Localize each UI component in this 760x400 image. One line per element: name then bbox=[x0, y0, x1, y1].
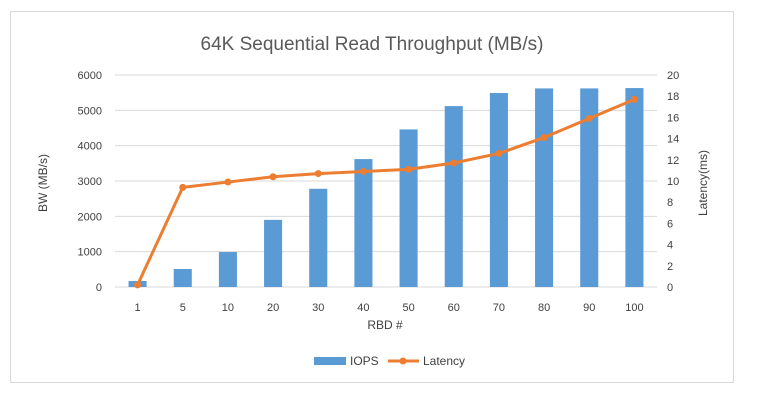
latency-point-80 bbox=[540, 134, 548, 142]
legend-iops-label: IOPS bbox=[350, 354, 379, 368]
y2-tick-label-9: 18 bbox=[667, 91, 679, 103]
latency-point-90 bbox=[585, 114, 593, 122]
right-axis-ticks: 0 2 4 6 8 10 12 14 16 18 20 bbox=[667, 70, 679, 294]
y2-tick-label-10: 20 bbox=[667, 70, 679, 82]
y2-tick-label-4: 8 bbox=[667, 197, 673, 209]
bar-100 bbox=[625, 88, 644, 287]
x-tick-label-11: 100 bbox=[625, 302, 643, 314]
chart-frame: 64K Sequential Read Throughput (MB/s) 0 1… bbox=[10, 11, 734, 383]
bar-5 bbox=[173, 268, 192, 287]
y2-tick-label-3: 6 bbox=[667, 218, 673, 230]
y2-tick-label-2: 4 bbox=[667, 240, 673, 252]
y2-tick-label-5: 10 bbox=[667, 176, 679, 188]
latency-point-10 bbox=[224, 178, 232, 186]
legend-iops-swatch bbox=[314, 357, 346, 365]
x-tick-label-0: 1 bbox=[135, 302, 141, 314]
latency-point-1 bbox=[134, 281, 142, 289]
x-tick-label-10: 90 bbox=[583, 302, 595, 314]
y-tick-label-1: 1000 bbox=[78, 247, 102, 259]
bars-layer bbox=[128, 88, 644, 288]
latency-point-70 bbox=[495, 149, 503, 157]
x-axis-title: RBD # bbox=[367, 318, 403, 332]
y2-tick-label-8: 16 bbox=[667, 112, 679, 124]
y-tick-label-2: 2000 bbox=[78, 211, 102, 223]
y-tick-label-6: 6000 bbox=[78, 70, 102, 82]
x-tick-label-9: 80 bbox=[538, 302, 550, 314]
x-tick-label-2: 10 bbox=[222, 302, 234, 314]
latency-line bbox=[136, 97, 636, 287]
y2-tick-label-6: 12 bbox=[667, 155, 679, 167]
y-tick-label-5: 5000 bbox=[78, 105, 102, 117]
y-tick-label-3: 3000 bbox=[78, 176, 102, 188]
left-axis-ticks: 0 1000 2000 3000 4000 5000 6000 bbox=[78, 70, 102, 294]
y-tick-label-4: 4000 bbox=[78, 141, 102, 153]
latency-point-50 bbox=[405, 165, 413, 173]
bar-90 bbox=[580, 88, 599, 287]
x-tick-label-4: 30 bbox=[312, 302, 324, 314]
bar-50 bbox=[399, 129, 418, 287]
latency-point-5 bbox=[179, 183, 187, 191]
bar-40 bbox=[354, 159, 373, 287]
chart-title: 64K Sequential Read Throughput (MB/s) bbox=[201, 34, 544, 55]
y2-tick-label-1: 2 bbox=[667, 261, 673, 273]
bar-10 bbox=[218, 252, 237, 287]
x-tick-label-5: 40 bbox=[357, 302, 369, 314]
latency-point-60 bbox=[450, 159, 458, 167]
x-tick-label-3: 20 bbox=[267, 302, 279, 314]
grid-layer bbox=[115, 74, 657, 288]
x-axis-ticks: 1 5 10 20 30 40 50 60 70 80 90 100 bbox=[135, 302, 644, 314]
legend-latency-label: Latency bbox=[423, 354, 465, 368]
y-axis-title: BW (MB/s) bbox=[36, 154, 50, 212]
line-layer bbox=[134, 95, 638, 289]
bar-70 bbox=[489, 93, 508, 288]
x-tick-label-7: 60 bbox=[448, 302, 460, 314]
x-tick-label-6: 50 bbox=[402, 302, 414, 314]
bar-30 bbox=[309, 188, 328, 287]
bar-60 bbox=[444, 106, 463, 288]
y2-tick-label-0: 0 bbox=[667, 282, 673, 294]
bar-80 bbox=[535, 88, 554, 287]
legend-latency-marker bbox=[399, 357, 407, 365]
x-tick-label-8: 70 bbox=[493, 302, 505, 314]
legend: IOPS Latency bbox=[314, 354, 465, 368]
y2-tick-label-7: 14 bbox=[667, 134, 679, 146]
latency-point-40 bbox=[359, 167, 367, 175]
latency-point-20 bbox=[269, 173, 277, 181]
chart-svg: 64K Sequential Read Throughput (MB/s) 0 1… bbox=[36, 34, 710, 368]
y-tick-label-0: 0 bbox=[96, 282, 102, 294]
latency-point-30 bbox=[314, 170, 322, 178]
x-tick-label-1: 5 bbox=[180, 302, 186, 314]
latency-point-100 bbox=[630, 95, 638, 103]
bar-20 bbox=[264, 219, 283, 287]
y2-axis-title: Latency(ms) bbox=[696, 150, 710, 216]
